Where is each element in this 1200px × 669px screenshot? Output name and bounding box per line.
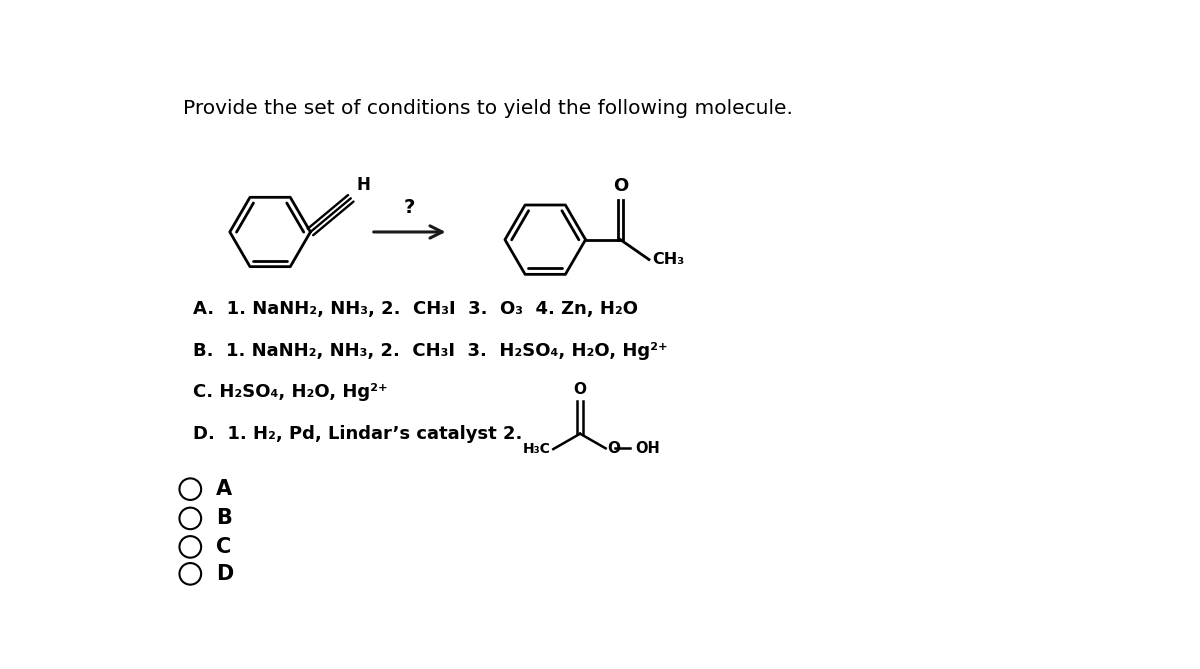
Text: O: O xyxy=(613,177,628,195)
Text: C. H₂SO₄, H₂O, Hg²⁺: C. H₂SO₄, H₂O, Hg²⁺ xyxy=(193,383,388,401)
Text: A: A xyxy=(216,479,232,499)
Text: C: C xyxy=(216,537,232,557)
Text: H: H xyxy=(356,176,370,194)
Text: CH₃: CH₃ xyxy=(652,252,684,267)
Text: D: D xyxy=(216,564,233,584)
Text: B.  1. NaNH₂, NH₃, 2.  CH₃I  3.  H₂SO₄, H₂O, Hg²⁺: B. 1. NaNH₂, NH₃, 2. CH₃I 3. H₂SO₄, H₂O,… xyxy=(193,342,667,359)
Text: Provide the set of conditions to yield the following molecule.: Provide the set of conditions to yield t… xyxy=(182,99,792,118)
Text: D.  1. H₂, Pd, Lindar’s catalyst 2.: D. 1. H₂, Pd, Lindar’s catalyst 2. xyxy=(193,425,522,443)
Text: H₃C: H₃C xyxy=(522,442,550,456)
Text: OH: OH xyxy=(635,441,660,456)
Text: B: B xyxy=(216,508,232,529)
Text: ?: ? xyxy=(404,197,415,217)
Text: O: O xyxy=(607,441,620,456)
Text: O: O xyxy=(574,382,587,397)
Text: A.  1. NaNH₂, NH₃, 2.  CH₃I  3.  O₃  4. Zn, H₂O: A. 1. NaNH₂, NH₃, 2. CH₃I 3. O₃ 4. Zn, H… xyxy=(193,300,637,318)
